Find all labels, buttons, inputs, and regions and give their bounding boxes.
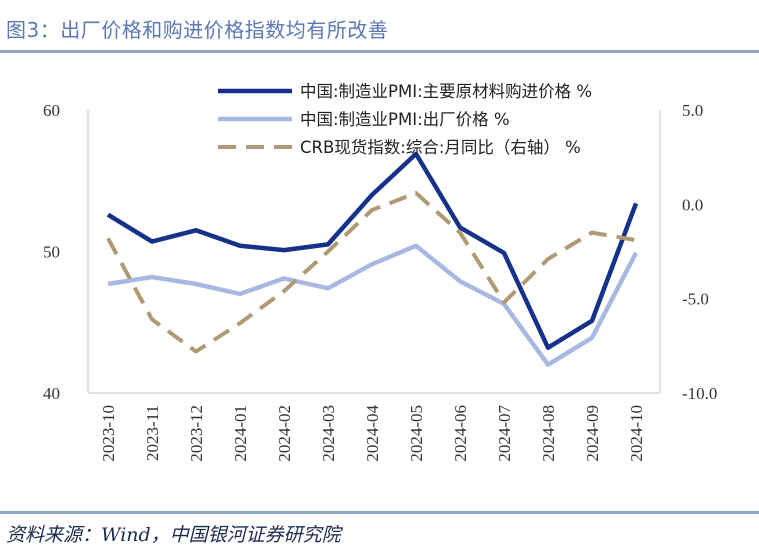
x-tick-label: 2024-08 <box>539 405 558 462</box>
x-tick-label: 2024-03 <box>319 405 338 462</box>
series-line-1 <box>106 151 639 350</box>
y-right-tick-label: 0.0 <box>682 195 703 214</box>
title-divider <box>0 50 759 53</box>
y-left-tick-label: 60 <box>43 101 60 120</box>
legend-label-3: CRB现货指数:综合:月同比（右轴） % <box>300 138 581 157</box>
x-tick-label: 2024-01 <box>231 405 250 462</box>
series-line-2 <box>107 243 638 367</box>
y-right-tick-label: -5.0 <box>682 290 709 309</box>
source-note: 资料来源：Wind，中国银河证券研究院 <box>6 524 341 546</box>
legend-label-2: 中国:制造业PMI:出厂价格 % <box>300 110 510 129</box>
chart-tick-labels: 60 50 40 5.0 0.0 -5.0 -10.0 2023-10 2023-11 2023-… <box>43 101 717 462</box>
x-tick-label: 2024-05 <box>407 405 426 462</box>
x-tick-label: 2023-11 <box>143 405 162 461</box>
x-tick-label: 2024-02 <box>275 405 294 462</box>
chart-legend: 中国:制造业PMI:主要原材料购进价格 % 中国:制造业PMI:出厂价格 % CRB… <box>218 82 592 157</box>
y-right-tick-label: -10.0 <box>682 384 717 403</box>
x-tick-label: 2024-04 <box>363 405 382 462</box>
x-tick-label: 2024-07 <box>495 405 514 462</box>
legend-label-1: 中国:制造业PMI:主要原材料购进价格 % <box>300 82 592 101</box>
figure-title: 图3：出厂价格和购进价格指数均有所改善 <box>6 18 389 42</box>
y-left-tick-label: 40 <box>43 384 60 403</box>
footer-divider <box>0 511 759 514</box>
x-tick-label: 2023-10 <box>99 405 118 462</box>
x-tick-label: 2024-06 <box>451 405 470 462</box>
x-tick-label: 2023-12 <box>187 405 206 462</box>
chart-axes <box>87 110 661 394</box>
y-left-tick-label: 50 <box>43 243 60 262</box>
series-line-3 <box>106 191 637 354</box>
x-tick-label: 2024-09 <box>583 405 602 462</box>
x-tick-label: 2024-10 <box>627 405 646 462</box>
y-right-tick-label: 5.0 <box>682 101 703 120</box>
chart-series <box>106 151 639 367</box>
